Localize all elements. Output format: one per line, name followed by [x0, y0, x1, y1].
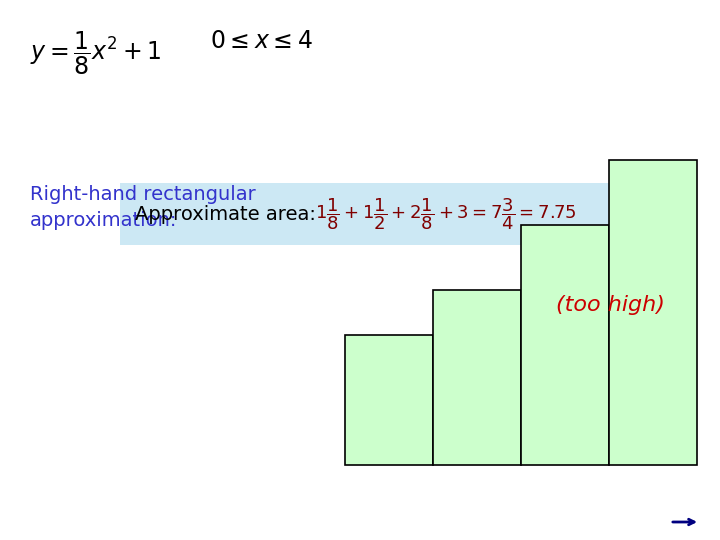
Text: $0 \leq x \leq 4$: $0 \leq x \leq 4$: [210, 30, 312, 53]
Text: Approximate area:: Approximate area:: [135, 205, 316, 224]
Text: $y = \dfrac{1}{8}x^2 + 1$: $y = \dfrac{1}{8}x^2 + 1$: [30, 30, 162, 77]
Text: Right-hand rectangular
approximation:: Right-hand rectangular approximation:: [30, 185, 256, 231]
Text: (too high): (too high): [556, 295, 665, 315]
Bar: [433, 290, 521, 465]
Bar: [521, 225, 609, 465]
Bar: [609, 160, 697, 465]
Bar: [345, 335, 433, 465]
Bar: [120, 183, 680, 245]
Text: $1\dfrac{1}{8}+1\dfrac{1}{2}+2\dfrac{1}{8}+3 = 7\dfrac{3}{4} = 7.75$: $1\dfrac{1}{8}+1\dfrac{1}{2}+2\dfrac{1}{…: [315, 196, 577, 232]
